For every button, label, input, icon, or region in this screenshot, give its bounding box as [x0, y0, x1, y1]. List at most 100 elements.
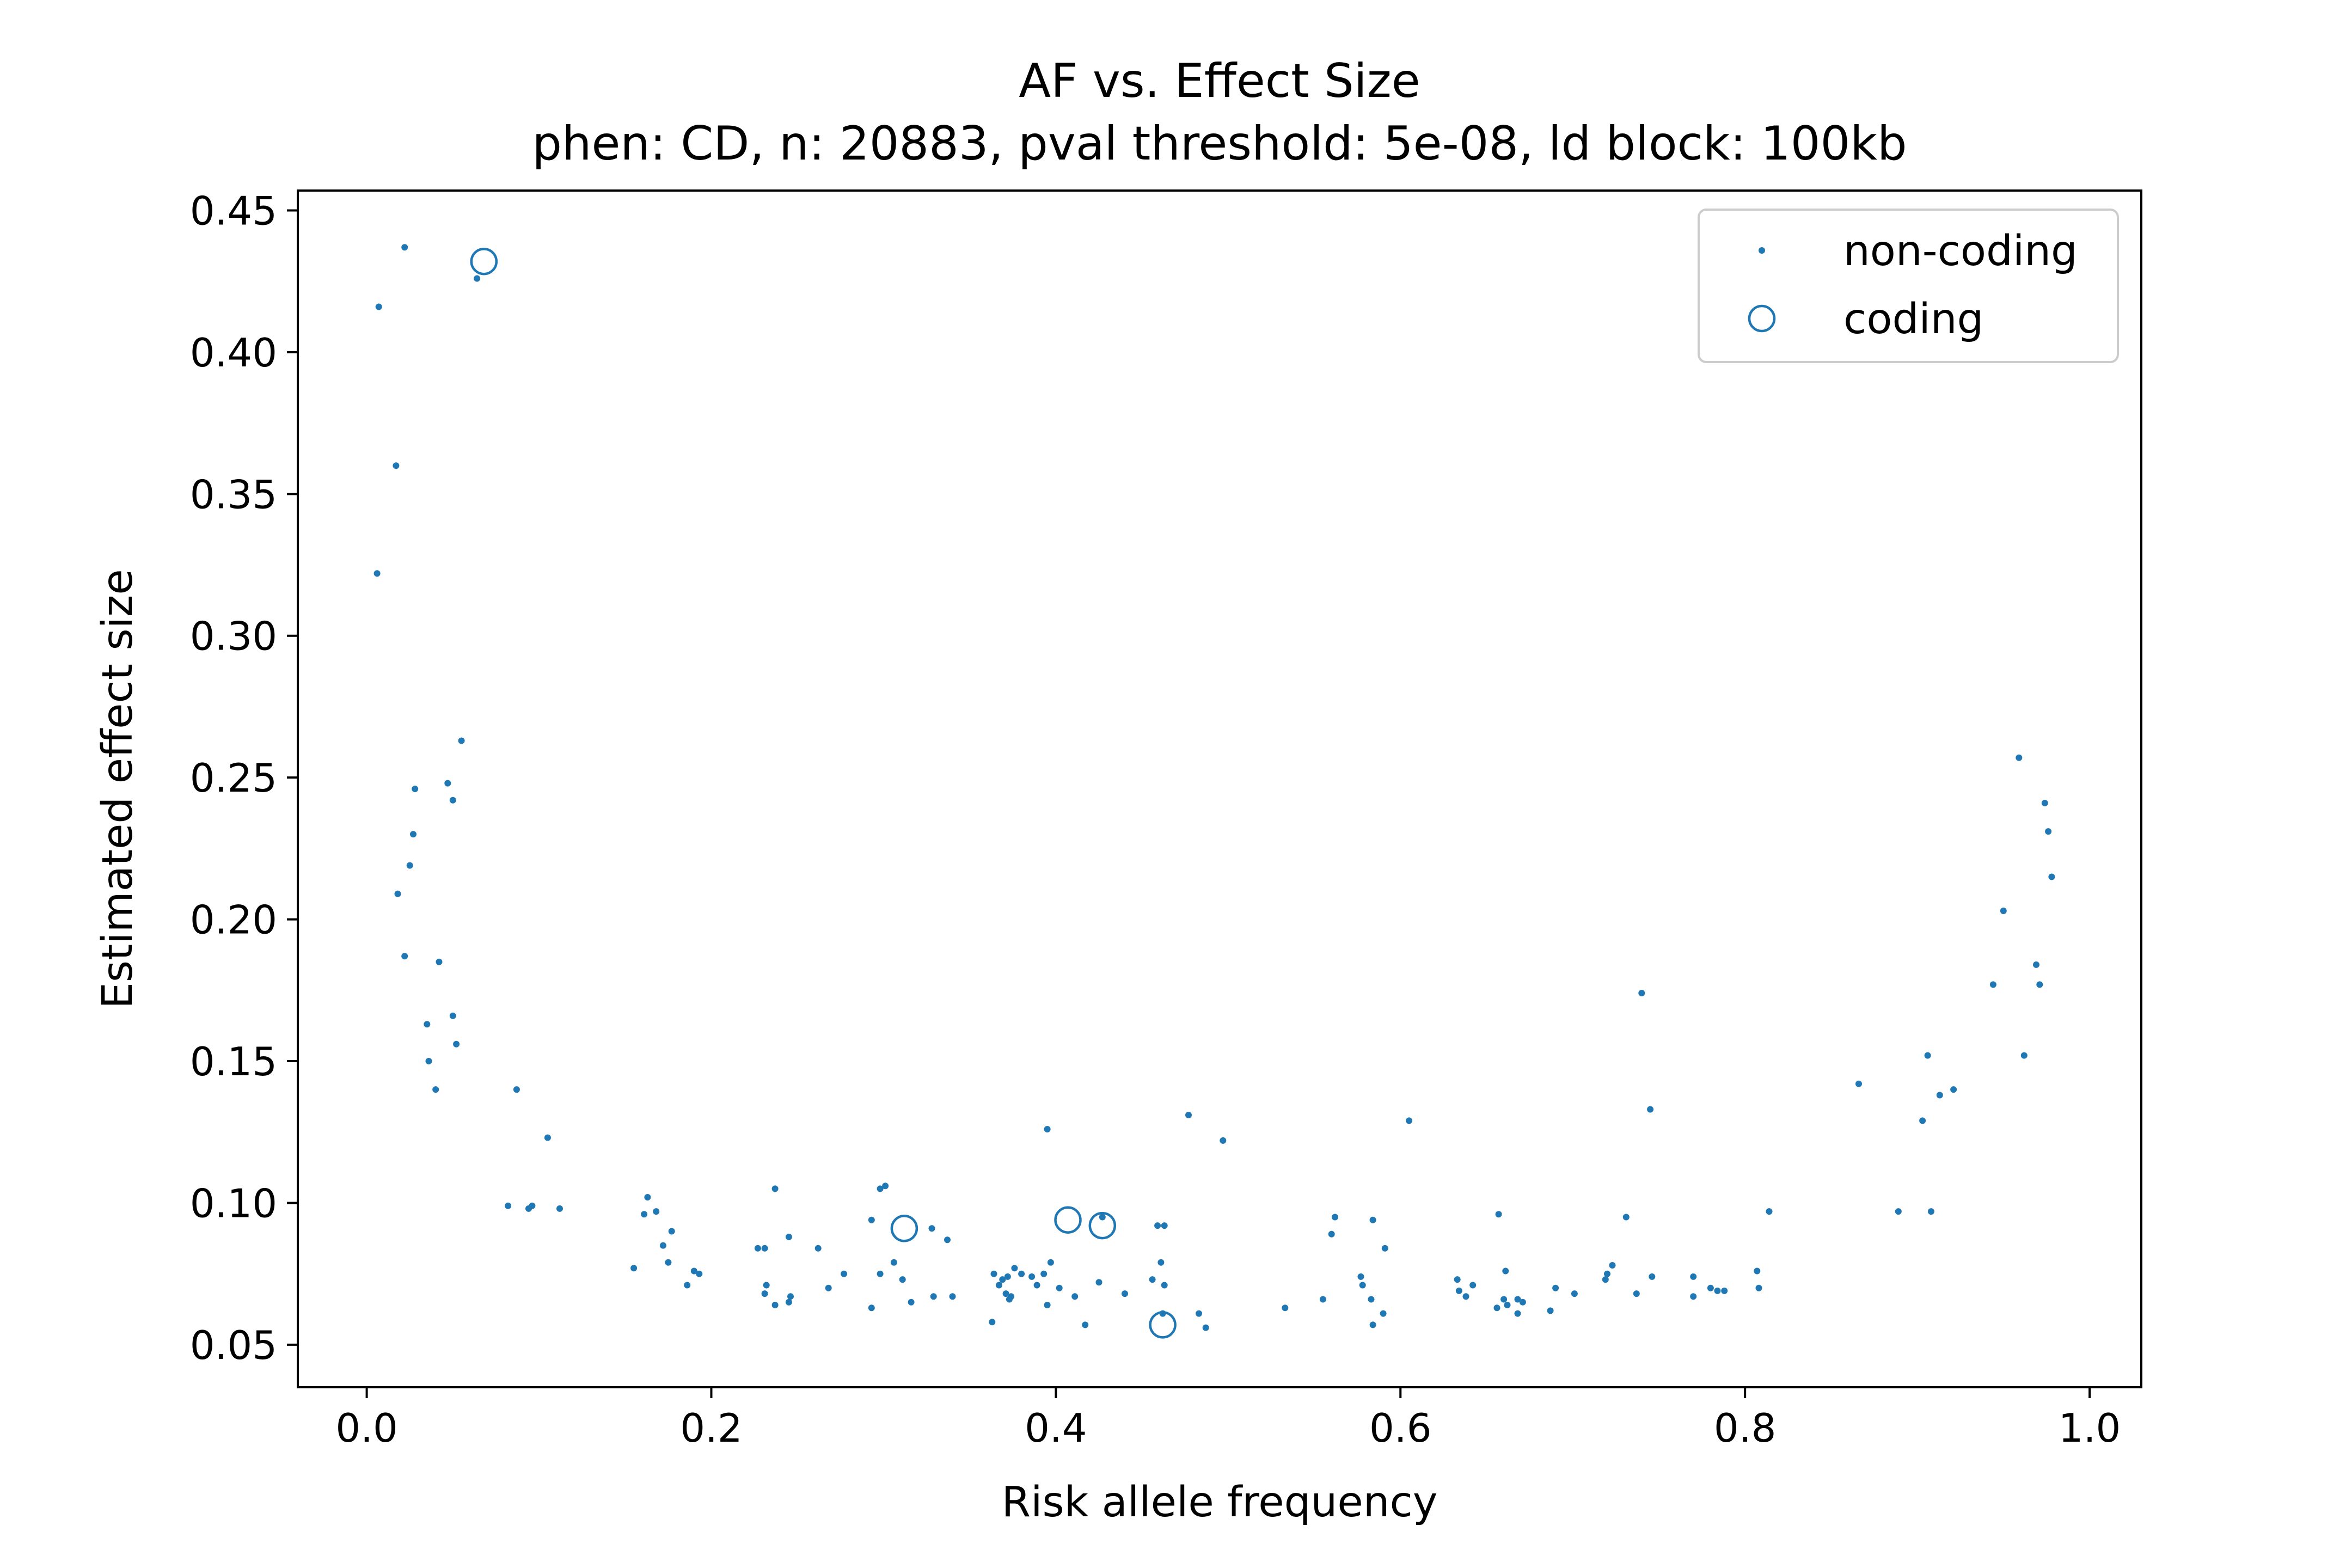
non-coding-point — [432, 1086, 439, 1093]
non-coding-point — [1919, 1117, 1926, 1124]
legend-marker-non-coding — [1759, 247, 1765, 254]
non-coding-point — [1071, 1293, 1079, 1300]
y-tick-label: 0.35 — [190, 471, 277, 517]
non-coding-point — [630, 1265, 638, 1272]
non-coding-point — [1056, 1284, 1063, 1291]
non-coding-point — [1493, 1304, 1500, 1312]
non-coding-point — [1154, 1222, 1161, 1229]
non-coding-point — [1766, 1208, 1773, 1215]
non-coding-point — [2033, 961, 2039, 968]
non-coding-point — [1044, 1302, 1051, 1308]
non-coding-point — [1196, 1310, 1202, 1317]
non-coding-point — [641, 1211, 648, 1218]
non-coding-point — [1011, 1265, 1018, 1272]
non-coding-point — [1647, 1106, 1654, 1113]
non-coding-point — [890, 1259, 897, 1266]
non-coding-point — [1649, 1273, 1656, 1280]
data-points — [373, 244, 2055, 1339]
non-coding-point — [1721, 1287, 1728, 1294]
non-coding-point — [668, 1228, 675, 1235]
x-axis-ticks: 0.0 0.2 0.4 0.6 0.8 1.0 — [335, 1387, 2121, 1451]
non-coding-point — [401, 953, 408, 960]
non-coding-point — [1357, 1273, 1364, 1280]
non-coding-point — [1514, 1296, 1521, 1303]
non-coding-point — [1149, 1276, 1156, 1283]
non-coding-point — [754, 1245, 761, 1252]
coding-point — [1088, 1211, 1117, 1240]
non-coding-point — [1989, 981, 1996, 988]
non-coding-point — [393, 462, 400, 469]
non-coding-point — [1714, 1287, 1721, 1294]
coding-point — [470, 247, 498, 275]
non-coding-point — [436, 958, 443, 965]
non-coding-point — [684, 1282, 691, 1289]
non-coding-point — [1950, 1086, 1957, 1093]
non-coding-point — [1455, 1287, 1462, 1294]
non-coding-point — [771, 1302, 779, 1308]
y-tick-label: 0.30 — [190, 614, 277, 659]
non-coding-point — [1018, 1270, 1025, 1277]
non-coding-point — [1504, 1302, 1511, 1308]
y-tick-label: 0.10 — [190, 1180, 277, 1226]
x-tick-label: 0.2 — [680, 1405, 743, 1451]
coding-point — [890, 1215, 918, 1242]
non-coding-point — [761, 1290, 768, 1297]
y-axis-label: Estimated effect size — [94, 569, 142, 1009]
non-coding-point — [544, 1134, 551, 1141]
non-coding-point — [449, 797, 456, 804]
non-coding-point — [825, 1284, 832, 1291]
non-coding-point — [1936, 1092, 1943, 1099]
non-coding-point — [458, 737, 465, 744]
non-coding-point — [877, 1185, 884, 1192]
non-coding-point — [999, 1276, 1006, 1283]
non-coding-point — [412, 786, 419, 792]
non-coding-point — [696, 1270, 703, 1277]
non-coding-point — [653, 1208, 660, 1215]
non-coding-point — [1381, 1245, 1388, 1252]
non-coding-point — [908, 1298, 915, 1306]
non-coding-point — [1002, 1290, 1009, 1297]
non-coding-point — [1282, 1304, 1289, 1312]
y-tick-label: 0.15 — [190, 1039, 277, 1085]
non-coding-point — [1895, 1208, 1902, 1215]
non-coding-point — [2036, 981, 2043, 988]
non-coding-point — [949, 1293, 956, 1300]
non-coding-point — [1690, 1293, 1697, 1300]
x-tick-label: 0.4 — [1025, 1405, 1087, 1451]
x-tick-label: 0.0 — [335, 1405, 398, 1451]
non-coding-point — [1185, 1112, 1192, 1118]
non-coding-point — [556, 1205, 563, 1212]
plot-area-frame — [297, 189, 2142, 1388]
non-coding-point — [1454, 1276, 1461, 1283]
non-coding-point — [868, 1304, 875, 1312]
non-coding-point — [1033, 1282, 1040, 1289]
non-coding-point — [785, 1298, 792, 1306]
non-coding-point — [659, 1242, 666, 1249]
x-axis-label: Risk allele frequency — [1002, 1478, 1438, 1527]
chart-subtitle: phen: CD, n: 20883, pval threshold: 5e-0… — [532, 117, 1907, 171]
non-coding-point — [1638, 990, 1645, 996]
non-coding-point — [1040, 1270, 1048, 1277]
y-tick-label: 0.05 — [190, 1322, 277, 1368]
non-coding-point — [1044, 1126, 1051, 1132]
coding-point — [1054, 1206, 1082, 1234]
non-coding-point — [1008, 1293, 1015, 1300]
non-coding-point — [1369, 1321, 1376, 1328]
y-tick-label: 0.45 — [190, 188, 277, 234]
non-coding-point — [1082, 1321, 1089, 1328]
non-coding-point — [665, 1259, 672, 1266]
x-tick-label: 0.8 — [1714, 1405, 1777, 1451]
y-tick-label: 0.20 — [190, 897, 277, 943]
non-coding-point — [406, 862, 413, 869]
non-coding-point — [1369, 1216, 1376, 1223]
non-coding-point — [1547, 1307, 1554, 1314]
non-coding-point — [899, 1276, 906, 1283]
non-coding-point — [525, 1205, 532, 1212]
non-coding-point — [1099, 1214, 1106, 1221]
non-coding-point — [882, 1183, 889, 1190]
non-coding-point — [1755, 1284, 1762, 1291]
non-coding-point — [1602, 1276, 1609, 1283]
non-coding-point — [1500, 1296, 1508, 1303]
non-coding-point — [1514, 1310, 1521, 1317]
